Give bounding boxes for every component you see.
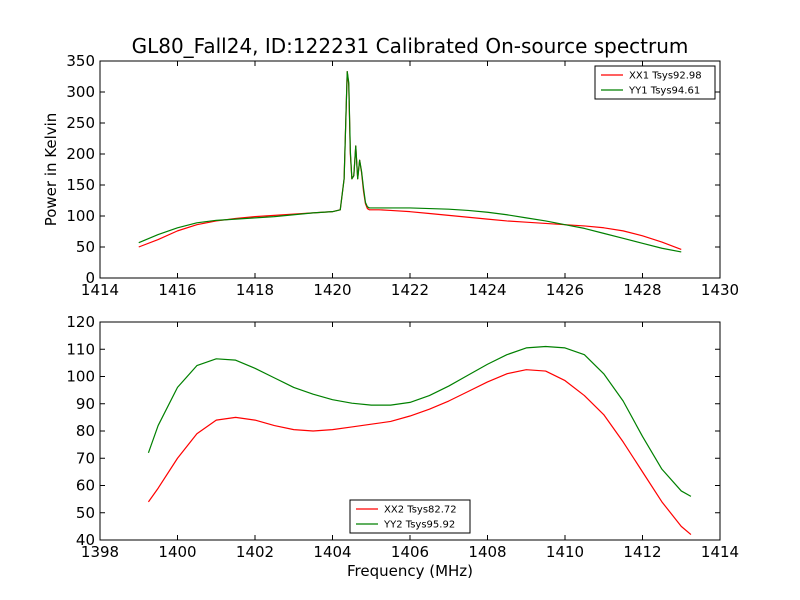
y-tick-label: 100: [66, 368, 95, 386]
x-tick-label: 1414: [701, 543, 739, 561]
x-tick-label: 1398: [81, 543, 119, 561]
x-axis-label: Frequency (MHz): [347, 562, 473, 580]
y-tick-label: 40: [76, 531, 95, 549]
x-tick-label: 1430: [701, 281, 739, 299]
x-tick-label: 1416: [158, 281, 196, 299]
x-tick-label: 1404: [313, 543, 351, 561]
x-tick-label: 1418: [236, 281, 274, 299]
series-line-2-2: [147, 345, 692, 497]
x-tick-label: 1408: [468, 543, 506, 561]
legend-box: [594, 65, 716, 100]
legend-label: XX2 Tsys82.72: [384, 505, 457, 516]
y-tick-label: 150: [66, 176, 95, 194]
legend-label: YY2 Tsys95.92: [383, 520, 455, 531]
y-tick-label: 0: [85, 269, 95, 287]
y-tick-label: 250: [66, 114, 95, 132]
x-tick-label: 1428: [623, 281, 661, 299]
x-tick-label: 1422: [391, 281, 429, 299]
x-tick-label: 1400: [158, 543, 196, 561]
chart-title: GL80_Fall24, ID:122231 Calibrated On-sou…: [132, 34, 689, 58]
series-line-1-2: [138, 70, 682, 253]
subplot-1: GL80_Fall24, ID:122231 Calibrated On-sou…: [42, 34, 739, 299]
y-tick-label: 120: [66, 313, 95, 331]
subplot-2: 1398 1400 1402 1404 1406 1408 1410 1412 1414 40 50…: [66, 313, 739, 580]
y-tick-label: 80: [76, 422, 95, 440]
x-tick-label: 1412: [623, 543, 661, 561]
x-tick-label: 1406: [391, 543, 429, 561]
legend: XX1 Tsys92.98 YY1 Tsys94.61: [594, 65, 716, 100]
y-tick-label: 350: [66, 52, 95, 70]
x-tick-label: 1420: [313, 281, 351, 299]
y-tick-label: 50: [76, 238, 95, 256]
y-tick-label: 110: [66, 340, 95, 358]
y-tick-label: 300: [66, 83, 95, 101]
legend: XX2 Tsys82.72 YY2 Tsys95.92: [349, 499, 471, 534]
y-tick-label: 50: [76, 504, 95, 522]
y-tick-label: 70: [76, 449, 95, 467]
legend-label: XX1 Tsys92.98: [629, 71, 702, 82]
x-tick-label: 1410: [546, 543, 584, 561]
series-line-2-1: [147, 369, 692, 536]
legend-box: [349, 499, 471, 534]
y-tick-label: 60: [76, 477, 95, 495]
x-tick-label: 1414: [81, 281, 119, 299]
legend-label: YY1 Tsys94.61: [628, 86, 700, 97]
y-tick-label: 90: [76, 395, 95, 413]
y-tick-label: 100: [66, 207, 95, 225]
x-tick-label: 1426: [546, 281, 584, 299]
x-tick-label: 1424: [468, 281, 506, 299]
x-tick-label: 1402: [236, 543, 274, 561]
y-tick-label: 200: [66, 145, 95, 163]
y-axis-label: Power in Kelvin: [42, 113, 60, 227]
